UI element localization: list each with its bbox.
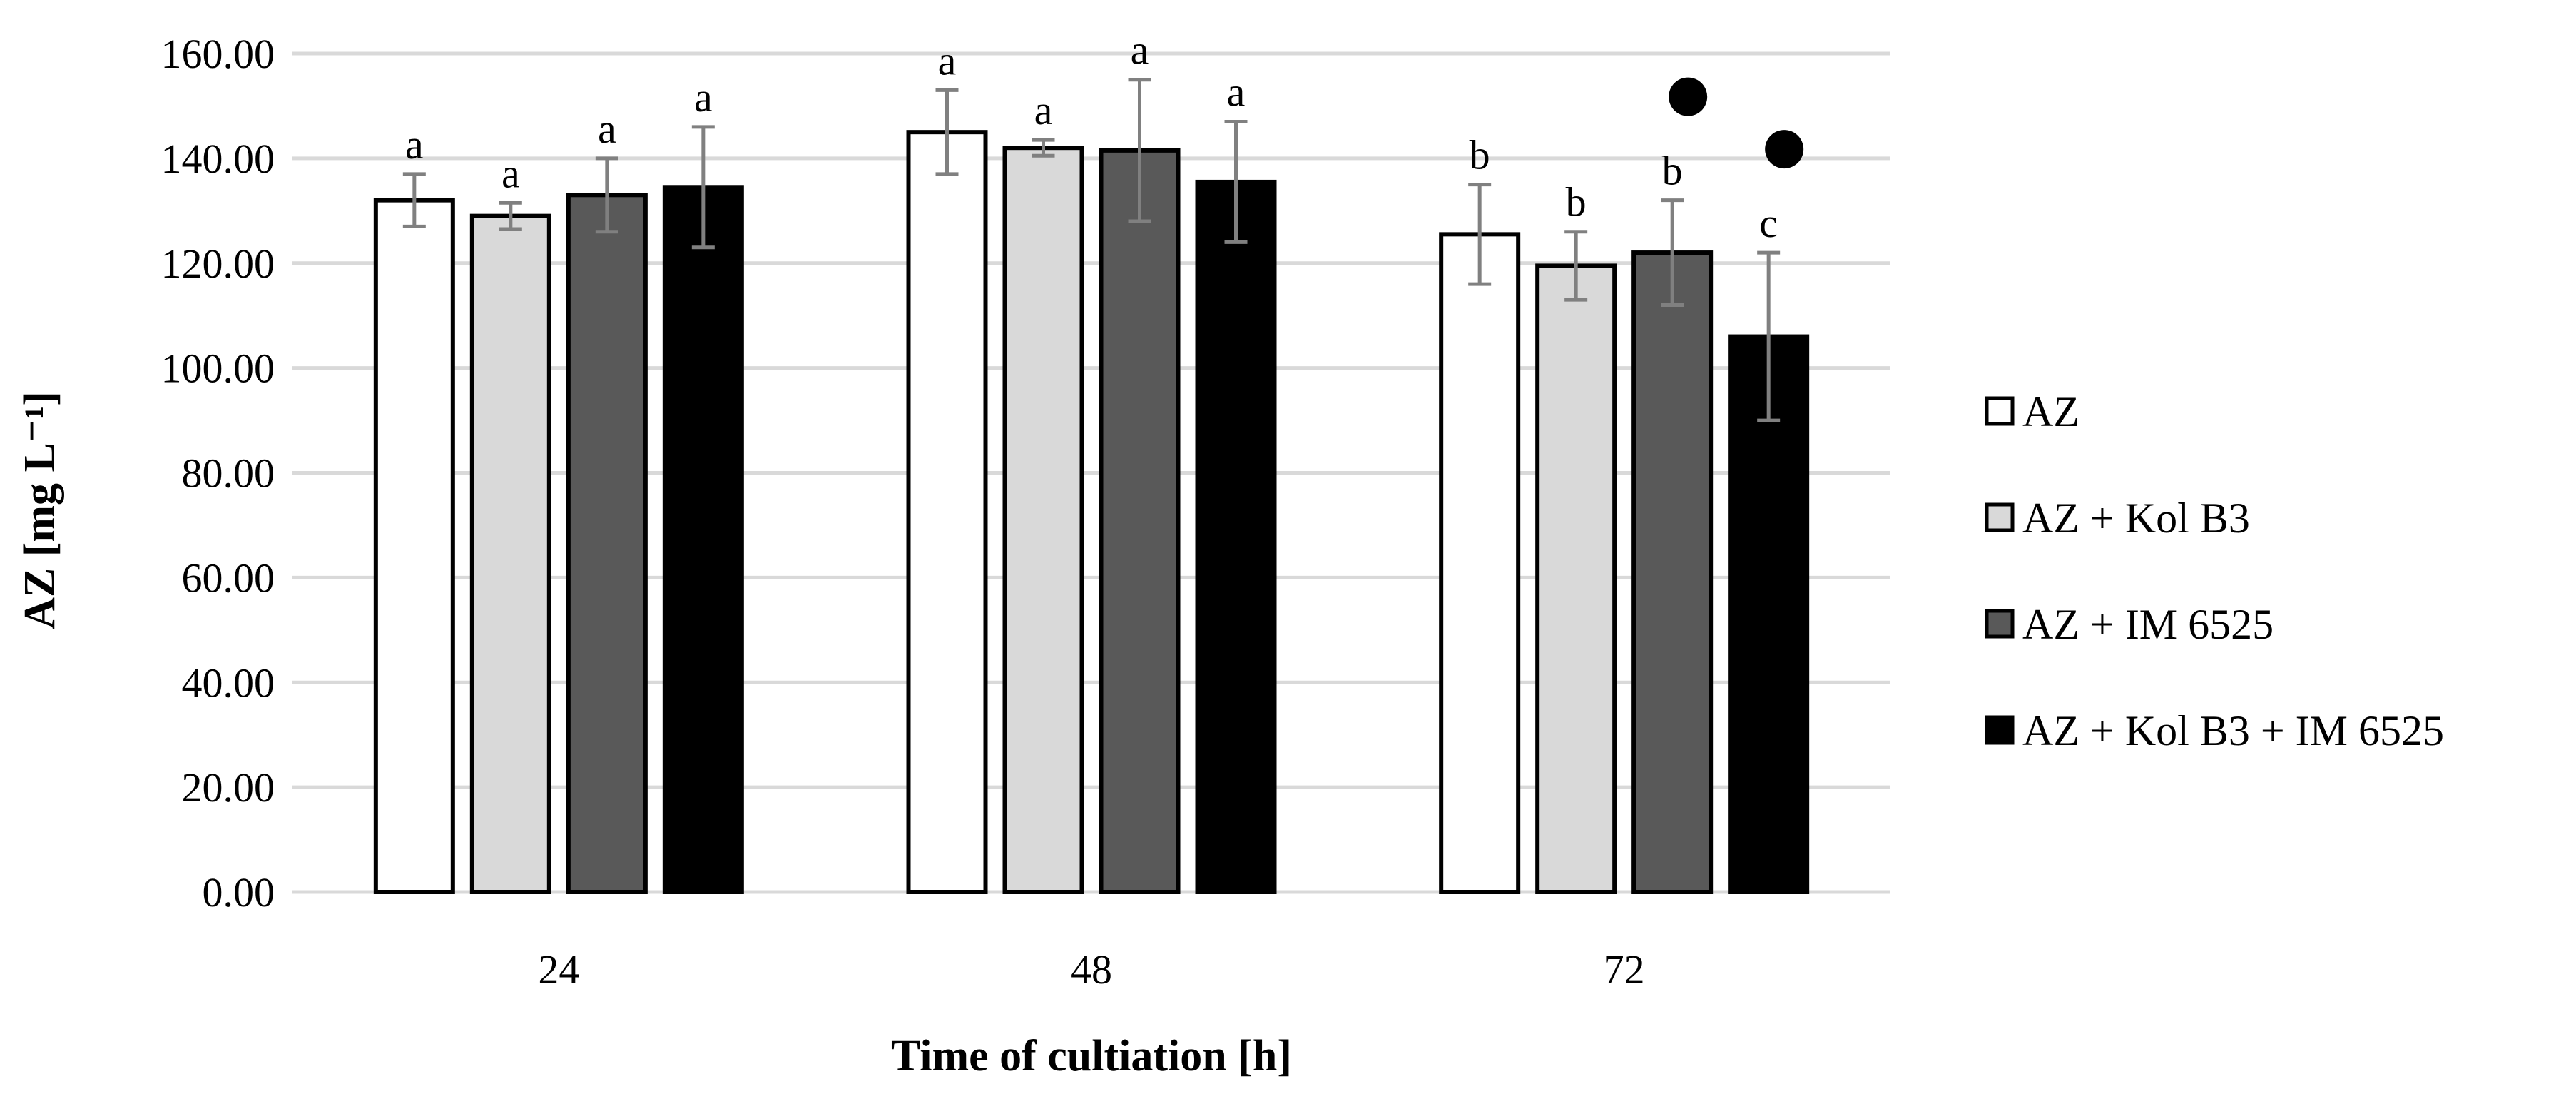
significance-label: a <box>598 106 616 152</box>
y-tick-label: 120.00 <box>161 240 275 287</box>
bar <box>906 130 988 894</box>
legend: AZ AZ + Kol B3 AZ + IM 6525 AZ + Kol B3 + I… <box>1985 388 2444 754</box>
legend-swatch <box>1985 715 2015 745</box>
significance-label: a <box>694 74 713 121</box>
y-tick-label: 140.00 <box>161 136 275 182</box>
x-axis: 24 48 72 <box>538 946 1644 993</box>
legend-label: AZ <box>2022 388 2079 435</box>
y-tick-label: 0.00 <box>203 869 275 916</box>
significance-label: b <box>1662 148 1683 194</box>
bar <box>1535 263 1617 894</box>
y-tick-label: 60.00 <box>182 554 275 601</box>
y-tick-label: 80.00 <box>182 450 275 497</box>
legend-label: AZ + Kol B3 + IM 6525 <box>2022 707 2444 754</box>
significance-label: a <box>405 121 424 168</box>
bar <box>1002 146 1084 894</box>
grid-lines <box>292 51 1890 894</box>
y-tick-label: 20.00 <box>182 764 275 811</box>
bar <box>469 213 551 894</box>
significance-label: b <box>1470 132 1490 178</box>
bars <box>373 130 1810 894</box>
bar <box>1631 250 1714 894</box>
significance-label: a <box>938 37 957 83</box>
x-tick-label: 48 <box>1071 946 1112 993</box>
significance-label: b <box>1566 179 1587 226</box>
annotations: a a a a a a a a b b b c <box>402 27 1804 422</box>
x-axis-title: Time of cultiation [h] <box>891 1032 1292 1080</box>
significance-label: a <box>1034 87 1053 133</box>
significance-label: c <box>1759 200 1778 246</box>
significance-marker <box>1669 77 1708 116</box>
legend-label: AZ + IM 6525 <box>2022 601 2274 648</box>
significance-label: a <box>502 150 520 196</box>
x-tick-label: 24 <box>538 946 579 993</box>
legend-swatch <box>1985 396 2015 426</box>
significance-marker <box>1765 130 1804 169</box>
significance-label: a <box>1131 27 1149 74</box>
significance-label: a <box>1227 69 1246 115</box>
y-tick-label: 40.00 <box>182 659 275 706</box>
legend-swatch <box>1985 502 2015 532</box>
bar <box>1439 232 1521 894</box>
x-tick-label: 72 <box>1604 946 1645 993</box>
legend-label: AZ + Kol B3 <box>2022 495 2250 542</box>
y-tick-label: 160.00 <box>161 31 275 77</box>
legend-swatch <box>1985 609 2015 639</box>
bar <box>1099 148 1181 894</box>
y-axis-title: AZ [mg L⁻¹] <box>16 391 64 629</box>
bar <box>1195 179 1277 894</box>
y-axis-ticks: 0.00 20.00 40.00 60.00 80.00 100.00 120.00 140.… <box>161 31 275 916</box>
y-tick-label: 100.00 <box>161 345 275 392</box>
bar <box>566 193 648 894</box>
bar <box>373 198 455 894</box>
bar <box>662 185 744 894</box>
